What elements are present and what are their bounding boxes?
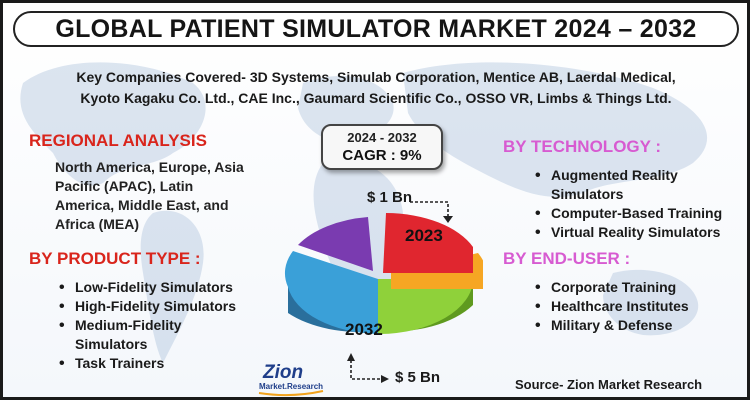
list-item: Low-Fidelity Simulators: [55, 278, 285, 297]
end-user-title: BY END-USER :: [503, 249, 631, 268]
list-item: Task Trainers: [55, 354, 285, 373]
cagr-value: CAGR : 9%: [342, 147, 422, 164]
pie-slice-purple: [298, 217, 373, 271]
list-item: Military & Defense: [531, 316, 741, 335]
technology-title: BY TECHNOLOGY :: [503, 137, 662, 156]
list-item: High-Fidelity Simulators: [55, 297, 285, 316]
pie-slice-blue: [284, 251, 378, 334]
product-type-list: Low-Fidelity Simulators High-Fidelity Si…: [55, 278, 285, 373]
zion-logo: Zion Market.Research: [258, 362, 324, 397]
cagr-box: 2024 - 2032 CAGR : 9%: [321, 124, 443, 170]
list-item: Corporate Training: [531, 278, 741, 297]
amount-2023: $ 1 Bn: [367, 189, 413, 206]
title-banner: GLOBAL PATIENT SIMULATOR MARKET 2024 – 2…: [13, 11, 739, 47]
regional-analysis-title: REGIONAL ANALYSIS: [29, 131, 207, 150]
list-item: Computer-Based Training: [531, 204, 746, 223]
key-companies-line-2: Kyoto Kagaku Co. Ltd., CAE Inc., Gaumard…: [80, 90, 672, 106]
list-item: Virtual Reality Simulators: [531, 223, 746, 242]
list-item: Medium-Fidelity Simulators: [55, 316, 230, 354]
arrow-2023-icon: [410, 201, 453, 223]
key-companies-line-1: Key Companies Covered- 3D Systems, Simul…: [76, 69, 676, 85]
page-title: GLOBAL PATIENT SIMULATOR MARKET 2024 – 2…: [55, 14, 697, 43]
pie-label-2023: 2023: [405, 226, 443, 245]
technology-list: Augmented Reality Simulators Computer-Ba…: [531, 166, 746, 242]
pie-slice-green: [378, 279, 473, 334]
pie-chart-3d: 2023 2032: [284, 213, 483, 339]
end-user-list: Corporate Training Healthcare Institutes…: [531, 278, 741, 335]
cagr-years: 2024 - 2032: [347, 130, 417, 145]
product-type-title: BY PRODUCT TYPE :: [29, 249, 201, 268]
key-companies: Key Companies Covered- 3D Systems, Simul…: [13, 67, 739, 109]
regional-analysis-text: North America, Europe, Asia Pacific (APA…: [55, 159, 244, 232]
arrow-2032-icon: [347, 353, 389, 383]
pie-label-2032: 2032: [345, 320, 383, 339]
pie-slice-red: [383, 213, 473, 273]
list-item: Healthcare Institutes: [531, 297, 741, 316]
amount-2032: $ 5 Bn: [395, 369, 441, 386]
logo-sub: Market.Research: [259, 382, 323, 391]
list-item: Augmented Reality Simulators: [531, 166, 706, 204]
source-credit: Source- Zion Market Research: [515, 377, 703, 392]
logo-name: Zion: [262, 362, 303, 383]
